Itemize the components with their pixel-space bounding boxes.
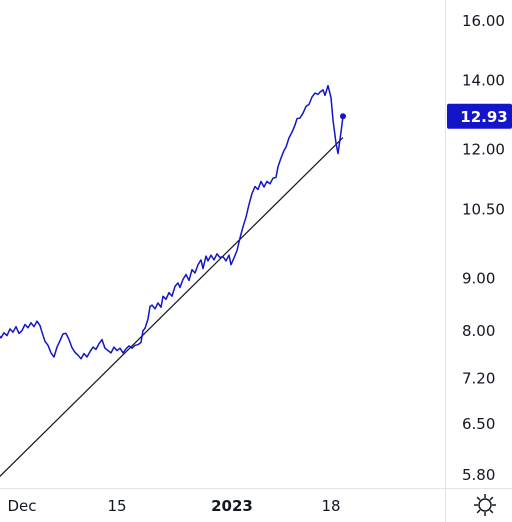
last-point-marker (340, 113, 346, 120)
price-tick-label: 5.80 (462, 466, 495, 484)
price-tick-label: 7.20 (462, 369, 495, 387)
last-price-badge: 12.93 (447, 103, 512, 129)
price-tick-label: 9.00 (462, 269, 495, 287)
settings-gear-icon[interactable] (474, 494, 496, 516)
price-tick-label: 16.00 (462, 12, 505, 30)
price-tick-label: 6.50 (462, 415, 495, 433)
price-tick-label: 12.00 (462, 141, 505, 159)
last-price-badge-background (447, 103, 512, 129)
plot-area[interactable] (0, 0, 445, 488)
time-tick-label: 2023 (211, 497, 253, 515)
plot-background (0, 0, 445, 488)
time-tick-label: Dec (7, 497, 36, 515)
trendline[interactable] (0, 137, 344, 482)
series-layer (0, 84, 346, 360)
time-axis[interactable]: Dec 15 2023 18 (7, 497, 340, 515)
price-tick-label: 14.00 (462, 72, 505, 90)
price-tick-label: 8.00 (462, 322, 495, 340)
time-tick-label: 18 (321, 497, 340, 515)
trendline-layer (0, 137, 344, 482)
price-tick-label: 10.50 (462, 201, 505, 219)
last-price-label: 12.93 (460, 108, 507, 126)
time-tick-label: 15 (107, 497, 126, 515)
price-series-line[interactable] (0, 84, 344, 360)
price-axis[interactable]: 16.00 14.00 12.00 10.50 9.00 8.00 7.20 6.50 5.80 (462, 12, 505, 484)
